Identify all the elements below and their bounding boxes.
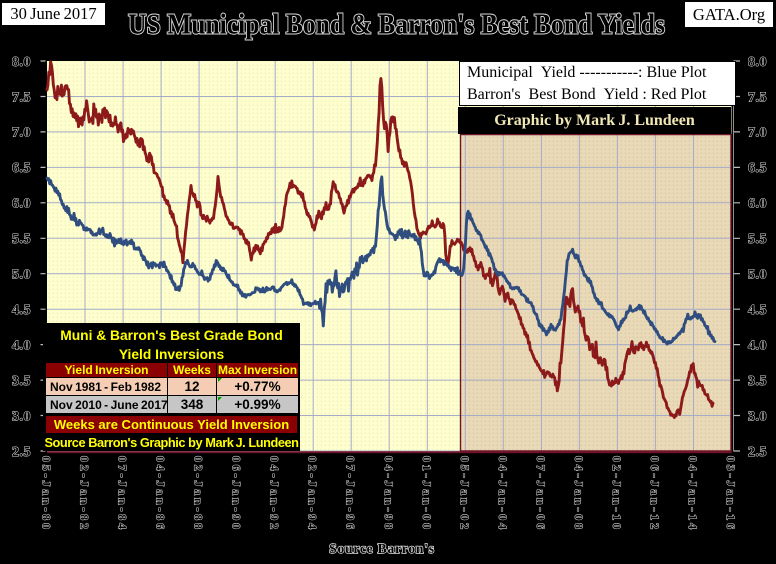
svg-text:3.5: 3.5 — [12, 374, 31, 389]
svg-text:6.0: 6.0 — [748, 197, 767, 212]
svg-text:02-Jan-82: 02-Jan-82 — [78, 456, 92, 532]
svg-text:02-Jan-88: 02-Jan-88 — [192, 456, 206, 532]
svg-text:06-Jan-12: 06-Jan-12 — [648, 456, 662, 532]
svg-text:02-Jan-94: 02-Jan-94 — [306, 456, 320, 532]
svg-text:04-Jan-98: 04-Jan-98 — [382, 456, 396, 532]
svg-text:5.0: 5.0 — [12, 268, 31, 283]
svg-text:4.0: 4.0 — [748, 338, 767, 353]
svg-text:07-Jan-06: 07-Jan-06 — [534, 456, 548, 532]
svg-text:7.0: 7.0 — [748, 126, 767, 141]
svg-text:2.5: 2.5 — [748, 445, 767, 460]
svg-text:3.0: 3.0 — [748, 409, 767, 424]
svg-text:8.0: 8.0 — [748, 55, 767, 70]
svg-text:3.5: 3.5 — [748, 374, 767, 389]
svg-text:06-Jan-90: 06-Jan-90 — [230, 456, 244, 532]
svg-text:04-Jan-92: 04-Jan-92 — [268, 456, 282, 532]
svg-text:07-Jan-96: 07-Jan-96 — [344, 456, 358, 532]
svg-text:4.5: 4.5 — [748, 303, 767, 318]
svg-text:03-Jan-16: 03-Jan-16 — [724, 456, 738, 532]
svg-text:07-Jan-84: 07-Jan-84 — [116, 456, 130, 532]
svg-text:Source Barron's: Source Barron's — [329, 541, 435, 556]
svg-text:US Municipal Bond & Barron's B: US Municipal Bond & Barron's Best Bond Y… — [128, 10, 665, 41]
svg-text:4.0: 4.0 — [12, 338, 31, 353]
svg-text:04-Jan-04: 04-Jan-04 — [496, 456, 510, 532]
svg-text:8.0: 8.0 — [12, 55, 31, 70]
svg-text:04-Jan-86: 04-Jan-86 — [154, 456, 168, 532]
svg-text:7.5: 7.5 — [12, 90, 31, 105]
svg-text:6.0: 6.0 — [12, 197, 31, 212]
svg-text:02-Jan-10: 02-Jan-10 — [610, 456, 624, 532]
svg-text:01-Jan-00: 01-Jan-00 — [420, 456, 434, 532]
svg-text:05-Jan-02: 05-Jan-02 — [458, 456, 472, 532]
svg-text:5.5: 5.5 — [12, 232, 31, 247]
svg-text:5.0: 5.0 — [748, 268, 767, 283]
svg-text:5.5: 5.5 — [748, 232, 767, 247]
svg-text:3.0: 3.0 — [12, 409, 31, 424]
svg-text:6.5: 6.5 — [748, 161, 767, 176]
svg-text:7.5: 7.5 — [748, 90, 767, 105]
svg-text:4.5: 4.5 — [12, 303, 31, 318]
svg-text:05-Jan-80: 05-Jan-80 — [40, 456, 54, 532]
svg-text:6.5: 6.5 — [12, 161, 31, 176]
svg-text:04-Jan-08: 04-Jan-08 — [572, 456, 586, 532]
svg-text:2.5: 2.5 — [12, 445, 31, 460]
svg-text:04-Jan-14: 04-Jan-14 — [686, 456, 700, 532]
svg-text:7.0: 7.0 — [12, 126, 31, 141]
